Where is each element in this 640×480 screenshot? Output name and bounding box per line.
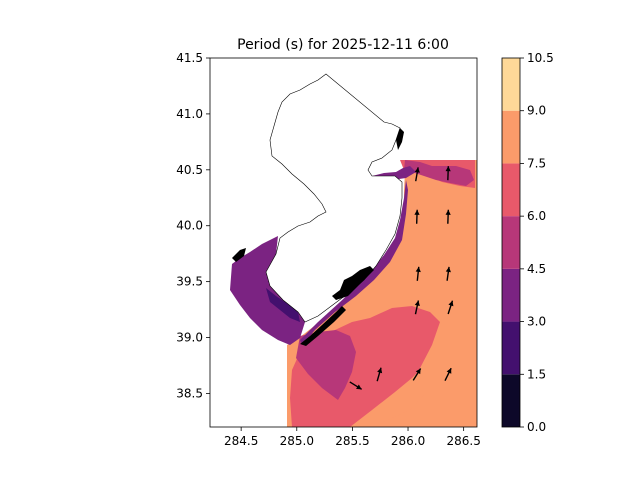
colorbar-segment <box>502 216 520 269</box>
quiver-arrow <box>414 209 420 224</box>
x-axis-ticks: 284.5 285.0 285.5 286.0 286.5 <box>224 427 481 448</box>
coastal-detail-marsh <box>332 266 374 300</box>
colorbar-tick-label: 6.0 <box>527 209 546 223</box>
colorbar-segment <box>502 58 520 111</box>
quiver-arrow <box>412 368 422 381</box>
x-tick-label: 285.5 <box>335 434 369 448</box>
quiver-arrow <box>349 381 363 390</box>
land-new-jersey <box>265 73 403 323</box>
colorbar-tick-label: 7.5 <box>527 156 546 170</box>
quiver-arrow <box>376 367 383 382</box>
y-tick-label: 41.0 <box>176 107 203 121</box>
quiver-arrow <box>414 300 420 315</box>
colorbar-tick-label: 3.0 <box>527 315 546 329</box>
y-tick-label: 38.5 <box>176 386 203 400</box>
colorbar-tick-label: 0.0 <box>527 420 546 434</box>
x-tick-label: 284.5 <box>224 434 258 448</box>
colorbar-frame <box>501 57 521 428</box>
wave-region-inner-band-7.5-9.0 <box>350 365 430 427</box>
quiver-arrow <box>415 266 421 281</box>
quiver-arrows <box>349 166 454 390</box>
y-tick-label: 39.0 <box>176 331 203 345</box>
x-tick-label: 285.0 <box>280 434 314 448</box>
wave-region-band-1.5-3.0 <box>266 288 300 322</box>
colorbar-segment <box>502 321 520 375</box>
quiver-arrow <box>414 167 420 182</box>
colorbar-tick-label: 4.5 <box>527 262 546 276</box>
coastal-detail <box>300 306 346 346</box>
y-tick-label: 40.0 <box>176 219 203 233</box>
map-axes-frame <box>209 57 478 428</box>
colorbar-segment <box>502 374 520 427</box>
wave-region-north-band-4.5-6.0 <box>404 160 474 186</box>
x-tick-label: 286.0 <box>391 434 425 448</box>
colorbar-segment <box>502 268 520 322</box>
wave-region-band-4.5-6.0 <box>296 330 356 400</box>
x-tick-label: 286.5 <box>446 434 480 448</box>
quiver-arrow <box>445 166 451 181</box>
quiver-arrow <box>445 209 451 224</box>
y-tick-label: 39.5 <box>176 275 203 289</box>
colorbar-tick-label: 9.0 <box>527 104 546 118</box>
wave-region-coastal-band-3.0-4.5 <box>300 180 408 345</box>
quiver-arrow <box>447 300 454 315</box>
colorbar-segment <box>502 163 520 217</box>
colorbar-segment <box>502 110 520 164</box>
y-tick-label: 41.5 <box>176 51 203 65</box>
colorbar-tick-label: 1.5 <box>527 367 546 381</box>
quiver-arrow <box>444 367 452 382</box>
quiver-arrow <box>445 266 451 281</box>
coastal-detail-bay <box>232 248 246 262</box>
chart-title: Period (s) for 2025-12-11 6:00 <box>237 37 449 53</box>
y-axis-ticks: 38.5 39.0 39.5 40.0 40.5 41.0 41.5 <box>176 51 210 400</box>
land-delmarva <box>210 58 283 427</box>
coastal-detail-north <box>396 128 404 150</box>
map-plot-area <box>210 58 477 427</box>
colorbar: 0.0 1.5 3.0 4.5 6.0 7.5 9.0 10.5 <box>501 51 554 434</box>
y-tick-label: 40.5 <box>176 163 203 177</box>
colorbar-tick-label: 10.5 <box>527 51 554 65</box>
